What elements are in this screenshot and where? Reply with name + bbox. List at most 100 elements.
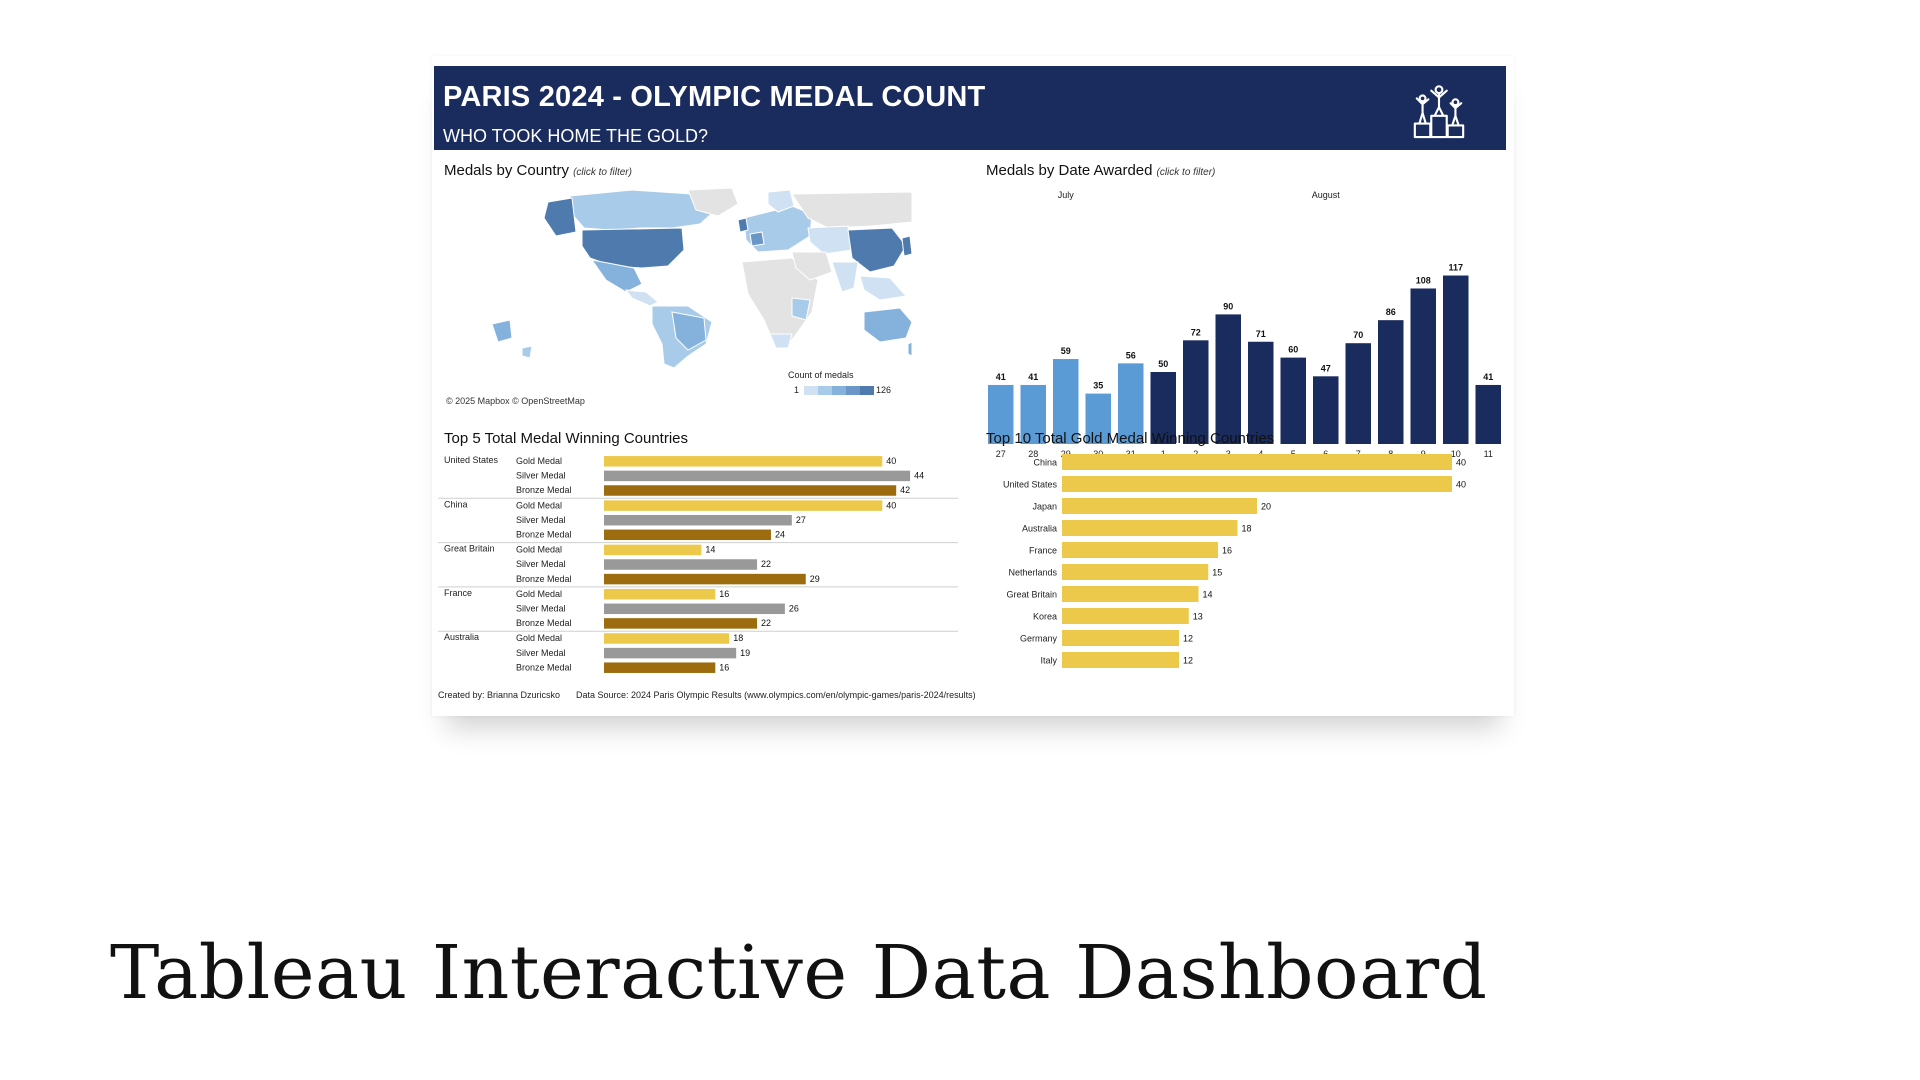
- top10-panel-title: Top 10 Total Gold Medal Winning Countrie…: [986, 430, 1275, 447]
- top5-bar-value-label: 18: [733, 633, 743, 643]
- top10-bar[interactable]: [1062, 520, 1238, 536]
- map-region-brazil[interactable]: [671, 311, 707, 351]
- top10-bar-value-label: 14: [1203, 590, 1213, 600]
- map-region-southeast-asia[interactable]: [859, 275, 907, 301]
- top5-bar-value-label: 42: [900, 485, 910, 495]
- top10-bar-value-label: 15: [1212, 568, 1222, 578]
- date-bar[interactable]: [1248, 341, 1274, 444]
- map-legend-swatch: [804, 386, 818, 395]
- map-region-central-america[interactable]: [624, 289, 659, 307]
- top5-bar[interactable]: [604, 573, 806, 585]
- top5-medal-type-label: Gold Medal: [516, 545, 562, 555]
- top5-bar[interactable]: [604, 544, 702, 556]
- map-region-middle-east[interactable]: [791, 251, 833, 281]
- date-bar[interactable]: [1215, 314, 1242, 444]
- top5-bar[interactable]: [604, 647, 737, 659]
- top5-bar[interactable]: [604, 618, 758, 629]
- map-region-russia[interactable]: [791, 191, 912, 229]
- top5-bar[interactable]: [604, 633, 730, 644]
- map-region-france[interactable]: [749, 231, 765, 247]
- date-bar[interactable]: [1475, 384, 1502, 444]
- top5-bar-value-label: 22: [761, 618, 771, 628]
- top10-bar[interactable]: [1062, 542, 1218, 558]
- top5-bar[interactable]: [604, 456, 883, 467]
- map-region-japan[interactable]: [901, 235, 912, 257]
- top5-bar-value-label: 16: [719, 589, 729, 599]
- map-region-mexico[interactable]: [590, 259, 643, 293]
- date-bar[interactable]: [1378, 320, 1404, 444]
- top5-bar[interactable]: [604, 588, 716, 600]
- top5-bar[interactable]: [604, 662, 716, 673]
- top5-medal-type-label: Bronze Medal: [516, 485, 572, 495]
- map-region-india[interactable]: [831, 261, 859, 293]
- map-legend-max: 126: [876, 385, 892, 395]
- top5-bar[interactable]: [604, 603, 785, 615]
- date-bar[interactable]: [1150, 372, 1177, 444]
- medals-by-date-chart[interactable]: 41274128592935305631July5017229037146054…: [982, 186, 1502, 466]
- top5-panel-title: Top 5 Total Medal Winning Countries: [444, 430, 689, 447]
- top10-bar[interactable]: [1062, 608, 1189, 624]
- map-region-greenland[interactable]: [687, 188, 739, 217]
- date-bar-value-label: 41: [996, 372, 1006, 382]
- top5-medal-type-label: Gold Medal: [516, 633, 562, 643]
- footer-credit: Created by: Brianna Dzuricsko: [438, 690, 561, 700]
- top10-bar[interactable]: [1062, 454, 1452, 470]
- date-bar[interactable]: [1085, 393, 1112, 444]
- map-region-africa-medal-nations[interactable]: [791, 297, 811, 321]
- top10-bar[interactable]: [1062, 476, 1452, 492]
- top10-bar[interactable]: [1062, 630, 1179, 646]
- top10-gold-chart[interactable]: China 40 United States 40 Japan 20 Australia 18…: [982, 452, 1502, 692]
- top10-bar[interactable]: [1062, 564, 1209, 580]
- map-region-pacific-wrap[interactable]: [492, 319, 513, 343]
- top5-country-label: Great Britain: [444, 544, 495, 554]
- top5-medal-type-label: Silver Medal: [516, 648, 566, 658]
- top5-bar-value-label: 22: [761, 559, 771, 569]
- top5-bar[interactable]: [604, 485, 897, 496]
- map-legend-ramp: [804, 386, 874, 395]
- date-bar[interactable]: [1020, 384, 1047, 444]
- map-region-central-asia[interactable]: [807, 225, 853, 255]
- world-map[interactable]: [492, 188, 912, 368]
- date-bar[interactable]: [1345, 343, 1372, 444]
- top5-bar-value-label: 16: [719, 662, 729, 672]
- top5-bar[interactable]: [604, 514, 792, 526]
- top10-bar[interactable]: [1062, 586, 1199, 602]
- top5-total-chart[interactable]: United States Gold Medal 40 Silver Medal 44 B…: [438, 450, 958, 680]
- footer-source: Data Source: 2024 Paris Olympic Results …: [576, 690, 976, 700]
- date-bar[interactable]: [1118, 363, 1144, 444]
- map-region-china[interactable]: [847, 227, 907, 273]
- date-group-label: July: [1058, 190, 1075, 200]
- map-legend-min: 1: [794, 385, 800, 395]
- map-region-australia[interactable]: [863, 307, 912, 343]
- map-region-pacific-islands[interactable]: [521, 345, 533, 359]
- date-bar[interactable]: [1443, 275, 1469, 444]
- top5-medal-type-label: Bronze Medal: [516, 618, 572, 628]
- top5-bar[interactable]: [604, 500, 883, 511]
- map-region-uk[interactable]: [737, 217, 749, 233]
- top10-country-label: France: [1029, 546, 1057, 556]
- date-bar[interactable]: [1313, 376, 1339, 444]
- date-bar[interactable]: [1183, 340, 1209, 444]
- top5-medal-type-label: Silver Medal: [516, 559, 566, 569]
- map-region-usa[interactable]: [581, 227, 685, 269]
- map-region-alaska[interactable]: [543, 197, 577, 237]
- dashboard-subtitle: WHO TOOK HOME THE GOLD?: [443, 126, 709, 146]
- date-bar[interactable]: [1280, 357, 1307, 444]
- top5-bar[interactable]: [604, 529, 771, 541]
- top10-bar[interactable]: [1062, 498, 1257, 514]
- date-bar[interactable]: [988, 384, 1014, 444]
- map-panel-title: Medals by Country (click to filter): [444, 162, 632, 179]
- top5-medal-type-label: Silver Medal: [516, 604, 566, 614]
- top5-bar[interactable]: [604, 559, 758, 570]
- map-region-new-zealand[interactable]: [907, 341, 912, 357]
- top5-country-label: Australia: [444, 632, 479, 642]
- date-bar[interactable]: [1410, 288, 1437, 444]
- top5-bar[interactable]: [604, 470, 911, 482]
- date-bar[interactable]: [1053, 359, 1079, 444]
- map-region-south-africa[interactable]: [769, 333, 793, 349]
- top10-country-label: China: [1033, 458, 1057, 468]
- top10-bar[interactable]: [1062, 652, 1179, 668]
- map-region-scandinavia[interactable]: [767, 189, 795, 213]
- top5-bar-value-label: 26: [789, 604, 799, 614]
- top5-bar-value-label: 40: [886, 500, 896, 510]
